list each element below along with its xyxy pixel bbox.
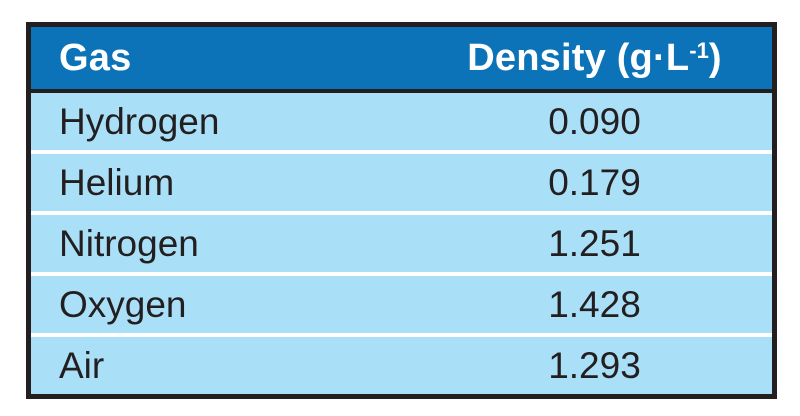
- cell-gas: Air: [59, 344, 105, 386]
- table-row: Hydrogen 0.090: [31, 93, 772, 154]
- density-unit-superscript: -1: [689, 38, 709, 64]
- table-row: Air 1.293: [31, 337, 772, 394]
- table-row: Helium 0.179: [31, 154, 772, 215]
- cell-gas: Hydrogen: [59, 100, 220, 142]
- table-header-row: Gas Density (g·L-1): [31, 27, 772, 93]
- cell-gas: Helium: [59, 161, 175, 203]
- table-row: Nitrogen 1.251: [31, 215, 772, 276]
- density-unit-prefix: Density (g·L: [467, 36, 690, 79]
- cell-gas: Nitrogen: [59, 222, 199, 264]
- cell-density: 0.090: [548, 100, 641, 142]
- gas-density-table: Gas Density (g·L-1) Hydrogen 0.090 Heliu…: [26, 22, 777, 399]
- cell-density: 0.179: [548, 161, 641, 203]
- cell-density: 1.428: [548, 283, 641, 325]
- table-row: Oxygen 1.428: [31, 276, 772, 337]
- cell-density: 1.251: [548, 222, 641, 264]
- cell-density: 1.293: [548, 344, 641, 386]
- cell-gas: Oxygen: [59, 283, 187, 325]
- header-cell-density: Density (g·L-1): [417, 37, 772, 80]
- density-unit-suffix: ): [708, 36, 722, 79]
- header-cell-gas: Gas: [59, 36, 132, 79]
